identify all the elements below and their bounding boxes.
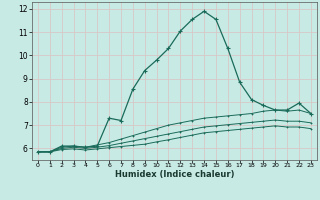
- X-axis label: Humidex (Indice chaleur): Humidex (Indice chaleur): [115, 170, 234, 179]
